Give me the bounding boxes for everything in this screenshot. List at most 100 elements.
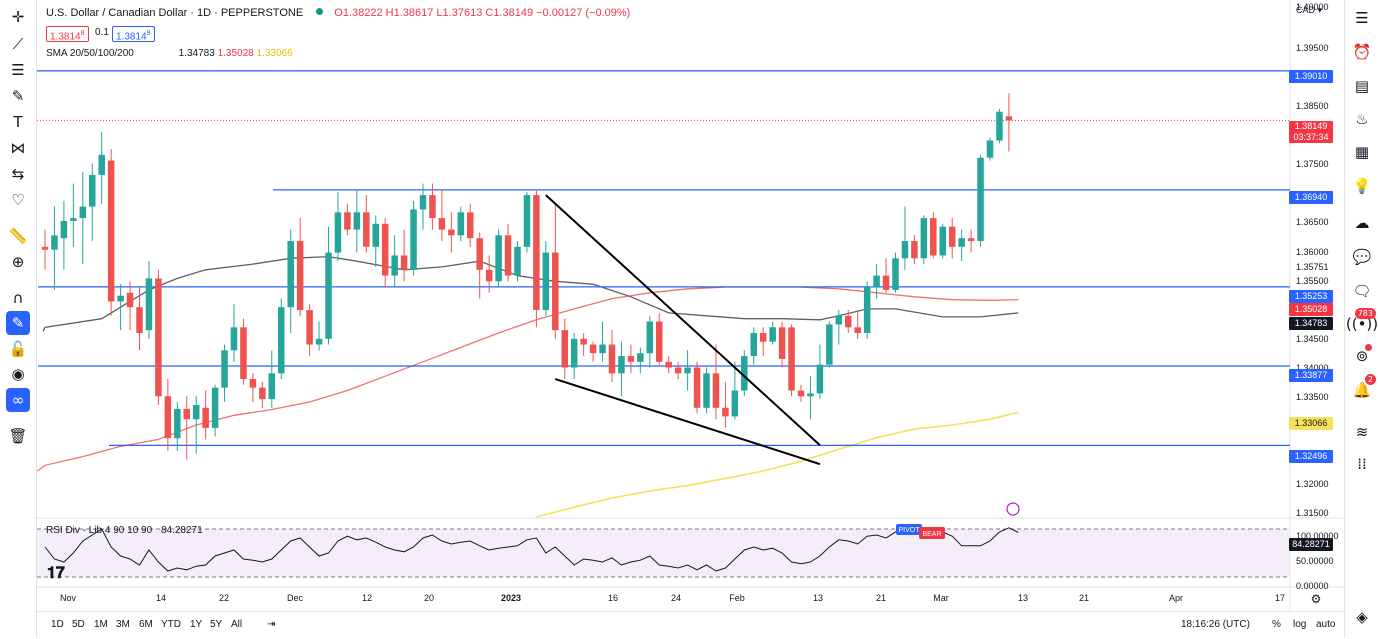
rsi-label[interactable]: RSI Div - Lib 4 90 10 90 (46, 525, 153, 536)
candle-body (835, 315, 843, 325)
heart-icon[interactable]: ♡ (11, 191, 25, 209)
hotlist-icon[interactable]: ♨ (1355, 110, 1369, 128)
currency-selector[interactable]: CAD ▾ (1296, 5, 1323, 15)
news-icon[interactable]: 🗨 (1352, 282, 1372, 300)
link-icon[interactable]: ∞ (6, 388, 30, 412)
time-tick-label: 21 (876, 593, 886, 603)
range-3m[interactable]: 3M (116, 619, 130, 630)
time-tick-label: 14 (156, 593, 166, 603)
candle-body (325, 252, 332, 339)
range-ytd[interactable]: YTD (161, 619, 181, 630)
brush-icon[interactable]: ✎ (11, 87, 25, 105)
price-label-39010: 1.39010 (1289, 70, 1333, 83)
candle-body (731, 390, 739, 417)
fib-icon[interactable]: ☰ (11, 61, 25, 79)
ideas-icon[interactable]: 💡 (1352, 177, 1372, 195)
range-all[interactable]: All (231, 619, 243, 630)
buy-button[interactable]: 1.38149 (112, 26, 155, 42)
candle-body (353, 212, 361, 230)
sma50-line (42, 255, 1019, 332)
notifications-icon[interactable]: ⊚ (1350, 344, 1374, 368)
goto-date-icon[interactable]: ⇥ (267, 619, 276, 630)
candle-body (400, 255, 408, 270)
candle-body (958, 238, 965, 247)
candle-body (608, 344, 616, 374)
chat2-icon[interactable]: 💬 (1352, 248, 1372, 266)
calendar-icon[interactable]: ▦ (1354, 143, 1370, 161)
streams-icon[interactable]: ((•)) 783 (1345, 308, 1378, 333)
percent-toggle[interactable]: % (1272, 619, 1281, 630)
range-5y[interactable]: 5Y (210, 619, 223, 630)
candle-body (315, 338, 323, 345)
objects-icon[interactable]: ⁞⁞ (1357, 455, 1367, 473)
candle-body (580, 338, 587, 345)
range-5d[interactable]: 5D (72, 619, 85, 630)
trend-line-icon[interactable]: ⟋ (12, 35, 24, 53)
chat-icon[interactable]: ☁ (1354, 214, 1370, 232)
utc-clock[interactable]: 18:16:26 (UTC) (1181, 619, 1250, 630)
profile-icon[interactable]: 🔔 2 (1350, 374, 1376, 402)
sell-button[interactable]: 1.38148 (46, 26, 89, 42)
candle-body (476, 238, 483, 270)
help-icon[interactable]: ◈ (1356, 608, 1368, 626)
crosshair-icon[interactable]: ✛ (11, 8, 25, 26)
drawings-icon[interactable]: ≋ (1355, 423, 1369, 441)
candle-body (788, 327, 795, 391)
lock-icon[interactable]: 🔓 (8, 340, 28, 358)
range-1y[interactable]: 1Y (190, 619, 203, 630)
candle-body (79, 206, 87, 219)
pattern-icon[interactable]: ⋈ (10, 139, 26, 157)
auto-toggle[interactable]: auto (1316, 619, 1336, 630)
time-tick-label: 24 (671, 593, 681, 603)
range-1m[interactable]: 1M (94, 619, 108, 630)
magnet-icon[interactable]: ∩ (12, 289, 24, 307)
time-axis: Nov 14 22 Dec 12 20 2023 16 24 Feb 13 21 Mar 13 21 Apr 1… (60, 592, 1321, 606)
symbol-title[interactable]: U.S. Dollar / Canadian Dollar · 1D · PEP… (46, 7, 304, 19)
candle-body (372, 223, 379, 247)
alerts-badge: 2 (1364, 374, 1376, 385)
zoom-icon[interactable]: ⊕ (11, 253, 25, 271)
alerts-icon[interactable]: ⏰ (1352, 43, 1372, 61)
candle-body (41, 246, 49, 250)
time-tick-label: Nov (60, 593, 77, 603)
candle-body (514, 246, 521, 276)
eye-icon[interactable]: ◉ (11, 365, 25, 383)
range-6m[interactable]: 6M (139, 619, 153, 630)
candle-body (863, 287, 871, 334)
candle-body (873, 275, 880, 288)
time-tick-label: Apr (1169, 593, 1183, 603)
sma200-price-label: 1.33066 (1289, 417, 1333, 430)
trash-icon[interactable]: 🗑 (8, 427, 28, 445)
sma100-line (37, 286, 1019, 472)
ruler-icon[interactable]: 📏 (8, 227, 28, 245)
price-label-33877: 1.33877 (1289, 369, 1333, 382)
candle-body (920, 218, 928, 259)
candle-body (599, 344, 606, 354)
pivot-badge-label: PIVOT (898, 527, 920, 534)
text-icon[interactable]: T (13, 113, 23, 131)
range-1d[interactable]: 1D (51, 619, 64, 630)
price-label-32496: 1.32496 (1289, 450, 1333, 463)
lock-drawing-icon[interactable]: ✎ (6, 311, 30, 335)
streams-badge: 783 (1354, 308, 1376, 319)
data-window-icon[interactable]: ▤ (1354, 77, 1370, 95)
measure-icon[interactable]: ⇆ (11, 165, 25, 183)
log-toggle[interactable]: log (1293, 619, 1307, 630)
candle-body (495, 235, 502, 282)
tradingview-logo[interactable]: 𝟏𝟕 (47, 563, 65, 582)
candle-body (618, 356, 625, 374)
candle-body (769, 327, 776, 342)
candle-body (533, 195, 540, 311)
price-tick-label: 1.34500 (1296, 334, 1329, 344)
candle-body (164, 396, 172, 439)
candle-body (410, 209, 417, 270)
bottom-toolbar: 1D 5D 1M 3M 6M YTD 1Y 5Y All ⇥ 18:16:26 … (37, 611, 1344, 639)
rsi-tick-label: 0.00000 (1296, 581, 1329, 591)
candle-body (344, 212, 351, 230)
watchlist-icon[interactable]: ☰ (1355, 9, 1369, 27)
sma-label[interactable]: SMA 20/50/100/200 (46, 48, 134, 59)
settings-gear-icon[interactable]: ⚙ (1311, 592, 1322, 606)
candle-body (693, 367, 701, 408)
